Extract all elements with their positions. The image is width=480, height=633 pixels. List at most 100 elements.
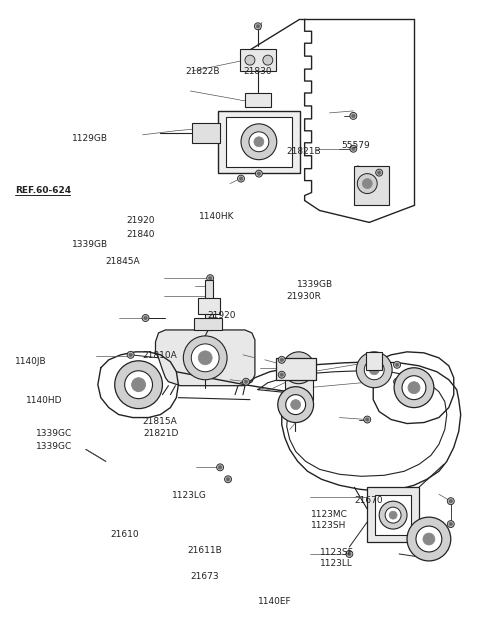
Circle shape <box>394 379 401 385</box>
Text: 1140HK: 1140HK <box>199 213 235 222</box>
Text: 21822B: 21822B <box>185 68 220 77</box>
Circle shape <box>254 137 264 147</box>
Text: 21930R: 21930R <box>287 292 322 301</box>
Circle shape <box>447 520 454 527</box>
Text: 1123SF: 1123SF <box>320 548 354 556</box>
Circle shape <box>144 316 147 320</box>
Circle shape <box>207 275 214 282</box>
Circle shape <box>449 499 453 503</box>
Circle shape <box>208 294 212 298</box>
Circle shape <box>407 517 451 561</box>
Circle shape <box>356 352 392 387</box>
Circle shape <box>254 23 262 30</box>
Circle shape <box>385 507 401 523</box>
Bar <box>198 298 220 314</box>
Text: 1123LL: 1123LL <box>320 559 353 568</box>
Circle shape <box>129 353 132 356</box>
Circle shape <box>396 380 399 384</box>
Circle shape <box>350 145 357 152</box>
Bar <box>245 93 271 107</box>
Circle shape <box>263 55 273 65</box>
Circle shape <box>218 466 222 469</box>
Circle shape <box>241 124 277 160</box>
Circle shape <box>132 378 145 392</box>
Text: 21821D: 21821D <box>144 429 179 438</box>
Bar <box>285 380 312 399</box>
Bar <box>226 117 292 166</box>
Circle shape <box>249 132 269 152</box>
Circle shape <box>192 344 219 372</box>
Circle shape <box>357 173 377 194</box>
Circle shape <box>278 387 313 423</box>
Text: 21810A: 21810A <box>142 351 177 360</box>
Bar <box>367 487 419 542</box>
Text: 21821B: 21821B <box>287 147 322 156</box>
Circle shape <box>365 418 369 422</box>
Circle shape <box>402 376 426 399</box>
Polygon shape <box>156 330 255 385</box>
Circle shape <box>394 368 434 408</box>
Circle shape <box>449 522 453 526</box>
Text: 1123MC: 1123MC <box>311 510 348 519</box>
Text: 1140EF: 1140EF <box>258 597 292 606</box>
Circle shape <box>208 277 212 280</box>
Text: 21673: 21673 <box>190 572 218 580</box>
Circle shape <box>377 171 381 174</box>
Circle shape <box>389 511 397 519</box>
Text: 1140HD: 1140HD <box>26 396 63 406</box>
Text: 1339GB: 1339GB <box>297 280 334 289</box>
Circle shape <box>408 382 420 394</box>
Text: 1339GC: 1339GC <box>36 442 72 451</box>
Circle shape <box>216 464 224 471</box>
Circle shape <box>127 351 134 358</box>
Circle shape <box>238 175 244 182</box>
Circle shape <box>352 114 355 118</box>
Circle shape <box>256 25 260 28</box>
Bar <box>375 495 411 535</box>
Circle shape <box>352 147 355 151</box>
Text: 1123LG: 1123LG <box>172 491 207 500</box>
Circle shape <box>423 533 435 545</box>
Bar <box>194 318 222 330</box>
Text: 55579: 55579 <box>341 141 370 149</box>
Text: REF.60-624: REF.60-624 <box>15 186 71 195</box>
Circle shape <box>290 359 308 377</box>
Text: 21610: 21610 <box>110 530 139 539</box>
Bar <box>192 123 220 143</box>
Bar <box>205 280 213 330</box>
Text: 1129GB: 1129GB <box>72 134 108 143</box>
Bar <box>218 111 300 173</box>
Circle shape <box>416 526 442 552</box>
Text: 21670: 21670 <box>355 496 383 505</box>
Text: 21840: 21840 <box>126 230 155 239</box>
Circle shape <box>364 416 371 423</box>
Circle shape <box>362 179 372 189</box>
Circle shape <box>115 361 162 408</box>
Text: 21611B: 21611B <box>188 546 222 555</box>
Circle shape <box>244 380 248 384</box>
Circle shape <box>348 552 351 556</box>
Circle shape <box>283 352 314 384</box>
Circle shape <box>394 361 401 368</box>
Circle shape <box>207 292 214 299</box>
Circle shape <box>142 315 149 322</box>
Bar <box>276 358 315 380</box>
Circle shape <box>291 399 300 410</box>
Text: 1140JB: 1140JB <box>15 358 47 367</box>
Circle shape <box>239 177 243 180</box>
Circle shape <box>280 358 284 361</box>
Text: 21845A: 21845A <box>106 256 140 265</box>
Circle shape <box>346 551 353 558</box>
Circle shape <box>350 113 357 120</box>
Circle shape <box>447 498 454 505</box>
Circle shape <box>255 170 263 177</box>
Bar <box>366 352 382 370</box>
Text: 21920: 21920 <box>126 216 155 225</box>
Circle shape <box>183 336 227 380</box>
Circle shape <box>245 55 255 65</box>
Circle shape <box>280 373 284 377</box>
Bar <box>354 166 389 206</box>
Text: 1339GB: 1339GB <box>72 239 108 249</box>
Circle shape <box>227 477 230 481</box>
Circle shape <box>364 360 384 380</box>
